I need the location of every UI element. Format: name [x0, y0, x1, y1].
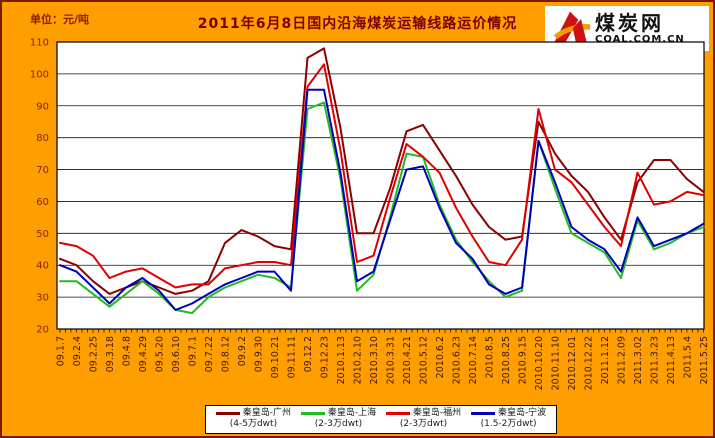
x-axis-label: 2011.4.13: [666, 336, 677, 384]
y-axis-label: 40: [36, 261, 49, 272]
series-line-秦皇岛-宁波: [59, 88, 705, 311]
x-axis-label: 2010.3.31: [386, 336, 397, 384]
plot-frame: [56, 41, 705, 330]
legend-series-dwt: (4-5万dwt): [229, 418, 278, 429]
y-axis-label: 30: [36, 293, 49, 304]
x-axis-label: 09.7.22: [204, 336, 215, 372]
x-axis-label: 09.1.7: [56, 336, 67, 366]
x-axis-label: 09.12.2: [303, 336, 314, 372]
x-axis-label: 2010.6.2: [435, 336, 446, 378]
unit-label: 单位：元/吨: [30, 13, 90, 26]
x-axis-label: 2010.10.20: [534, 336, 545, 390]
legend-swatch: [385, 412, 410, 416]
y-axis-label: 50: [36, 229, 49, 240]
series-line-秦皇岛-广州: [59, 47, 705, 295]
y-axis-label: 90: [36, 101, 49, 112]
x-axis-label: 2011.3.23: [650, 336, 661, 384]
x-axis-label: 2011.5.25: [699, 336, 710, 384]
x-axis-label: 09.9.30: [254, 336, 265, 372]
y-axis-label: 110: [30, 38, 49, 49]
legend-item: 秦皇岛-宁波 (1.5-2万dwt): [470, 408, 547, 430]
x-axis-label: 2010.1.13: [336, 336, 347, 384]
x-axis-label: 09.8.12: [221, 336, 232, 372]
x-axis-label: 2010.7.14: [468, 336, 479, 384]
y-axis-label: 70: [36, 165, 49, 176]
x-axis-label: 2010.12.01: [567, 336, 578, 390]
x-axis-label: 09.11.11: [287, 336, 298, 378]
legend-series-name: 秦皇岛-福州: [412, 408, 462, 418]
x-axis-label: 2010.5.12: [419, 336, 430, 384]
x-axis-label: 09.10.21: [270, 336, 281, 378]
x-axis-label: 2010.8.5: [485, 336, 496, 378]
legend-series-dwt: (2-3万dwt): [314, 418, 363, 429]
legend-series-name: 秦皇岛-宁波: [497, 408, 547, 418]
y-axis-label: 80: [36, 133, 49, 144]
y-axis-label: 60: [36, 197, 49, 208]
legend-item: 秦皇岛-广州 (4-5万dwt): [215, 408, 292, 430]
x-axis-label: 2011.3.02: [633, 336, 644, 384]
legend-swatch: [300, 412, 325, 416]
x-axis-label: 2011.2.09: [617, 336, 628, 384]
x-axis-label: 2010.4.21: [402, 336, 413, 384]
legend-item: 秦皇岛-上海 (2-3万dwt): [300, 408, 377, 430]
logo-swoosh-icon: [552, 11, 591, 45]
legend-series-dwt: (2-3万dwt): [399, 418, 448, 429]
series-line-秦皇岛-福州: [59, 63, 705, 289]
x-axis-label: 09.4.8: [122, 336, 133, 366]
x-axis-label: 2011.5.4: [683, 336, 694, 378]
logo-en-text: COAL.COM.CN: [595, 33, 685, 45]
logo-cn-text: 煤炭网: [595, 10, 664, 35]
legend-series-name: 秦皇岛-广州: [242, 408, 292, 418]
legend: 秦皇岛-广州 (4-5万dwt) 秦皇岛-上海 (2-3万dwt) 秦皇岛-福州 (2-3…: [205, 405, 557, 434]
x-axis-label: 09.7.1: [188, 336, 199, 366]
x-axis-label: 2010.12.22: [584, 336, 595, 390]
x-axis-label: 2010.9.15: [518, 336, 529, 384]
y-axis-label: 100: [30, 69, 49, 80]
x-axis-label: 2010.3.10: [369, 336, 380, 384]
legend-swatch: [215, 412, 240, 416]
legend-swatch: [470, 412, 495, 416]
legend-series-dwt: (1.5-2万dwt): [480, 418, 537, 429]
x-axis-label: 09.6.10: [171, 336, 182, 372]
x-axis-label: 2010.2.10: [353, 336, 364, 384]
x-axis-label: 09.3.18: [105, 336, 116, 372]
x-axis-label: 09.2.4: [72, 336, 83, 366]
x-axis-label: 09.9.2: [237, 336, 248, 366]
x-axis-label: 09.5.20: [155, 336, 166, 372]
x-axis-label: 09.2.25: [89, 336, 100, 372]
x-axis-label: 2010.6.23: [452, 336, 463, 384]
legend-item: 秦皇岛-福州 (2-3万dwt): [385, 408, 462, 430]
page-title: 2011年6月8日国内沿海煤炭运输线路运价情况: [197, 16, 518, 32]
x-axis-label: 2010.11.10: [551, 336, 562, 390]
x-axis-label: 09.4.29: [138, 336, 149, 372]
x-axis-label: 2010.8.25: [501, 336, 512, 384]
x-axis-label: 09.12.23: [320, 336, 331, 378]
legend-series-name: 秦皇岛-上海: [327, 408, 377, 418]
x-axis-label: 2011.1.12: [600, 336, 611, 384]
y-axis-label: 20: [36, 325, 49, 336]
